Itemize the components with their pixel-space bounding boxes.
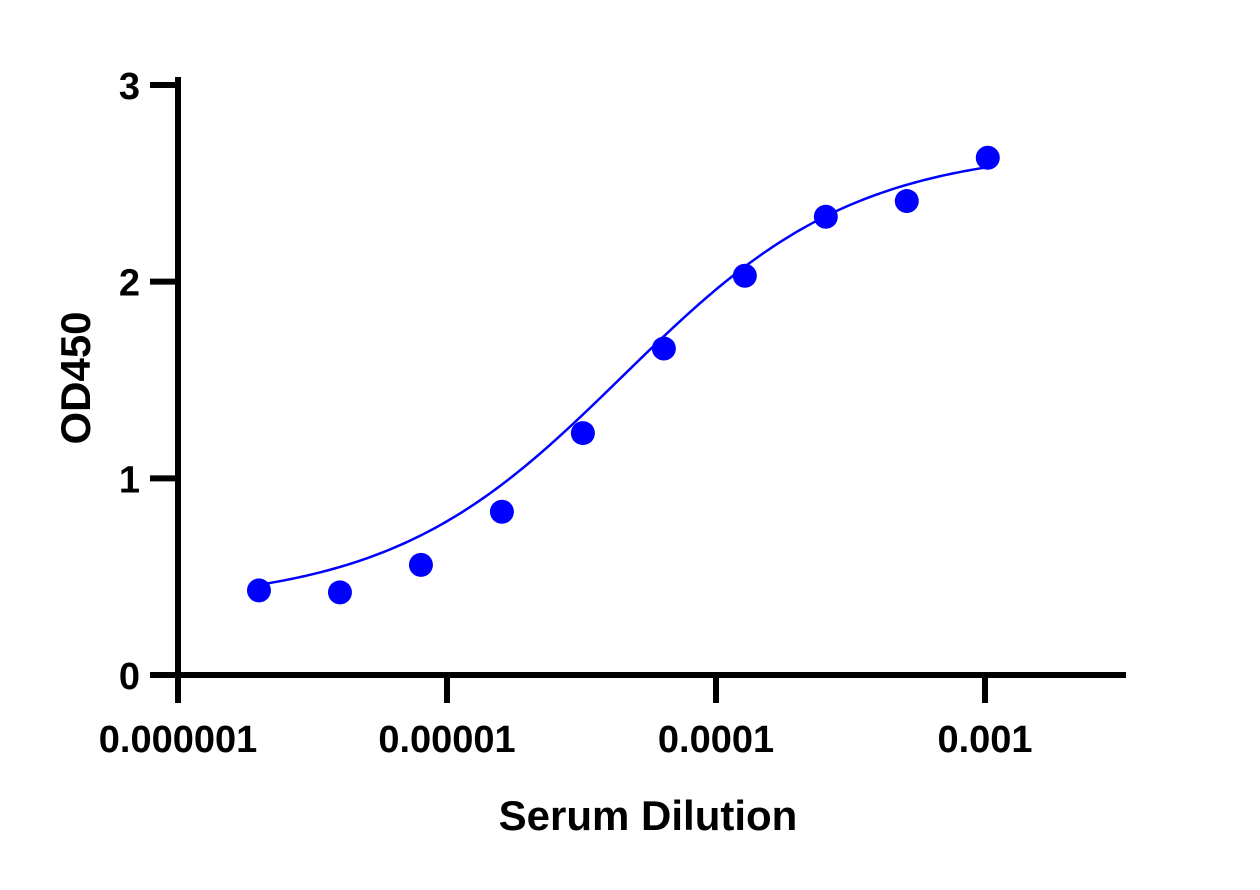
data-point bbox=[813, 204, 838, 229]
data-point bbox=[246, 578, 271, 603]
x-tick-label: 0.001 bbox=[937, 719, 1032, 761]
data-point bbox=[489, 499, 514, 524]
y-tick-label: 0 bbox=[119, 656, 140, 698]
data-point bbox=[975, 145, 1000, 170]
data-point bbox=[894, 189, 919, 214]
data-points bbox=[246, 145, 1000, 605]
data-point bbox=[570, 421, 595, 446]
x-axis-ticks: 0.000001 0.00001 0.0001 0.001 bbox=[99, 675, 1033, 761]
y-tick-label: 2 bbox=[119, 263, 140, 305]
data-point bbox=[327, 580, 352, 605]
x-tick-label: 0.0001 bbox=[658, 719, 774, 761]
x-axis-title: Serum Dilution bbox=[499, 792, 798, 839]
y-axis-title: OD450 bbox=[52, 311, 99, 444]
data-point bbox=[732, 263, 757, 288]
x-tick-label: 0.000001 bbox=[99, 719, 258, 761]
x-tick-label: 0.00001 bbox=[378, 719, 515, 761]
y-axis-ticks: 0 1 2 3 bbox=[119, 66, 178, 698]
y-tick-label: 3 bbox=[119, 66, 140, 108]
data-point bbox=[651, 336, 676, 361]
fit-curve-line bbox=[258, 165, 988, 587]
y-tick-label: 1 bbox=[119, 459, 140, 501]
data-point bbox=[408, 552, 433, 577]
